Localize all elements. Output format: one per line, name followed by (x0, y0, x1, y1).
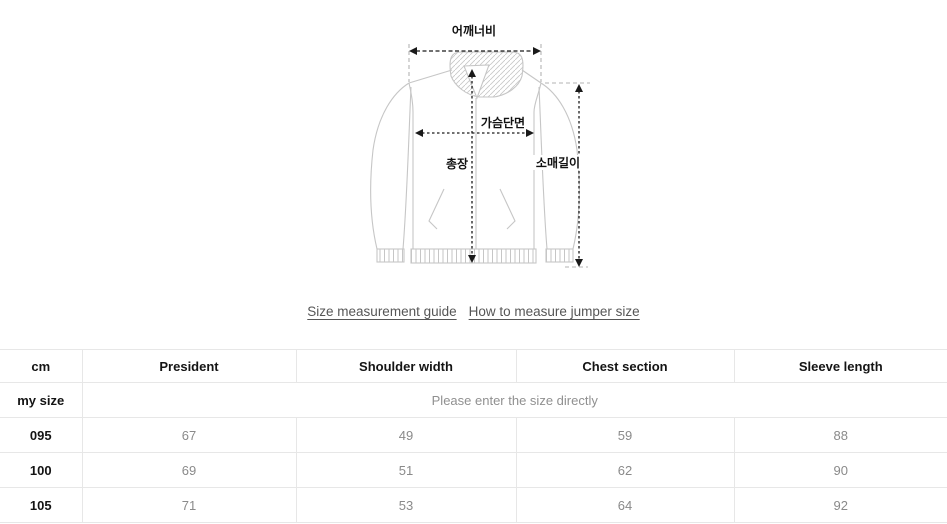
jacket-diagram-svg: 어깨너비 가슴단면 총장 소매길이 (370, 23, 590, 268)
col-header-chest-section: Chest section (516, 349, 735, 383)
size-table: cm President Shoulder width Chest sectio… (0, 349, 947, 523)
measurement-lines (416, 50, 580, 260)
shoulder-width-label: 어깨너비 (452, 23, 496, 38)
value-cell: 53 (296, 487, 517, 523)
total-length-label: 총장 (446, 156, 468, 171)
value-cell: 59 (516, 417, 735, 453)
my-size-row: my size Please enter the size directly (0, 382, 947, 418)
guide-links: Size measurement guide How to measure ju… (0, 304, 947, 319)
how-to-measure-jumper-link[interactable]: How to measure jumper size (468, 304, 640, 319)
size-row-105: 105 71 53 64 92 (0, 487, 947, 523)
value-cell: 49 (296, 417, 517, 453)
my-size-input[interactable]: Please enter the size directly (82, 382, 947, 418)
left-cuff (376, 248, 405, 263)
value-cell: 64 (516, 487, 735, 523)
col-header-president: President (82, 349, 297, 383)
right-cuff (545, 248, 574, 263)
value-cell: 67 (82, 417, 297, 453)
sleeve-length-label: 소매길이 (536, 155, 580, 170)
value-cell: 90 (734, 452, 947, 488)
size-cell: 100 (0, 452, 83, 488)
size-table-header-row: cm President Shoulder width Chest sectio… (0, 349, 947, 383)
value-cell: 62 (516, 452, 735, 488)
col-header-sleeve-length: Sleeve length (734, 349, 947, 383)
size-table-section: cm President Shoulder width Chest sectio… (0, 349, 947, 523)
value-cell: 92 (734, 487, 947, 523)
size-row-095: 095 67 49 59 88 (0, 417, 947, 453)
size-cell: 095 (0, 417, 83, 453)
size-measurement-guide-link[interactable]: Size measurement guide (307, 304, 457, 319)
right-pocket (499, 188, 516, 230)
value-cell: 71 (82, 487, 297, 523)
value-cell: 51 (296, 452, 517, 488)
jacket-measurement-diagram: 어깨너비 가슴단면 총장 소매길이 (370, 23, 590, 268)
left-pocket (428, 188, 445, 230)
value-cell: 88 (734, 417, 947, 453)
arrowheads (409, 47, 583, 267)
col-header-shoulder-width: Shoulder width (296, 349, 517, 383)
value-cell: 69 (82, 452, 297, 488)
chest-section-label: 가슴단면 (481, 115, 525, 130)
col-header-cm: cm (0, 349, 83, 383)
extension-lines (408, 44, 590, 268)
sleeve-label-bg (533, 155, 583, 170)
size-cell: 105 (0, 487, 83, 523)
size-row-100: 100 69 51 62 90 (0, 452, 947, 488)
collar (449, 51, 524, 98)
my-size-label: my size (0, 382, 83, 418)
